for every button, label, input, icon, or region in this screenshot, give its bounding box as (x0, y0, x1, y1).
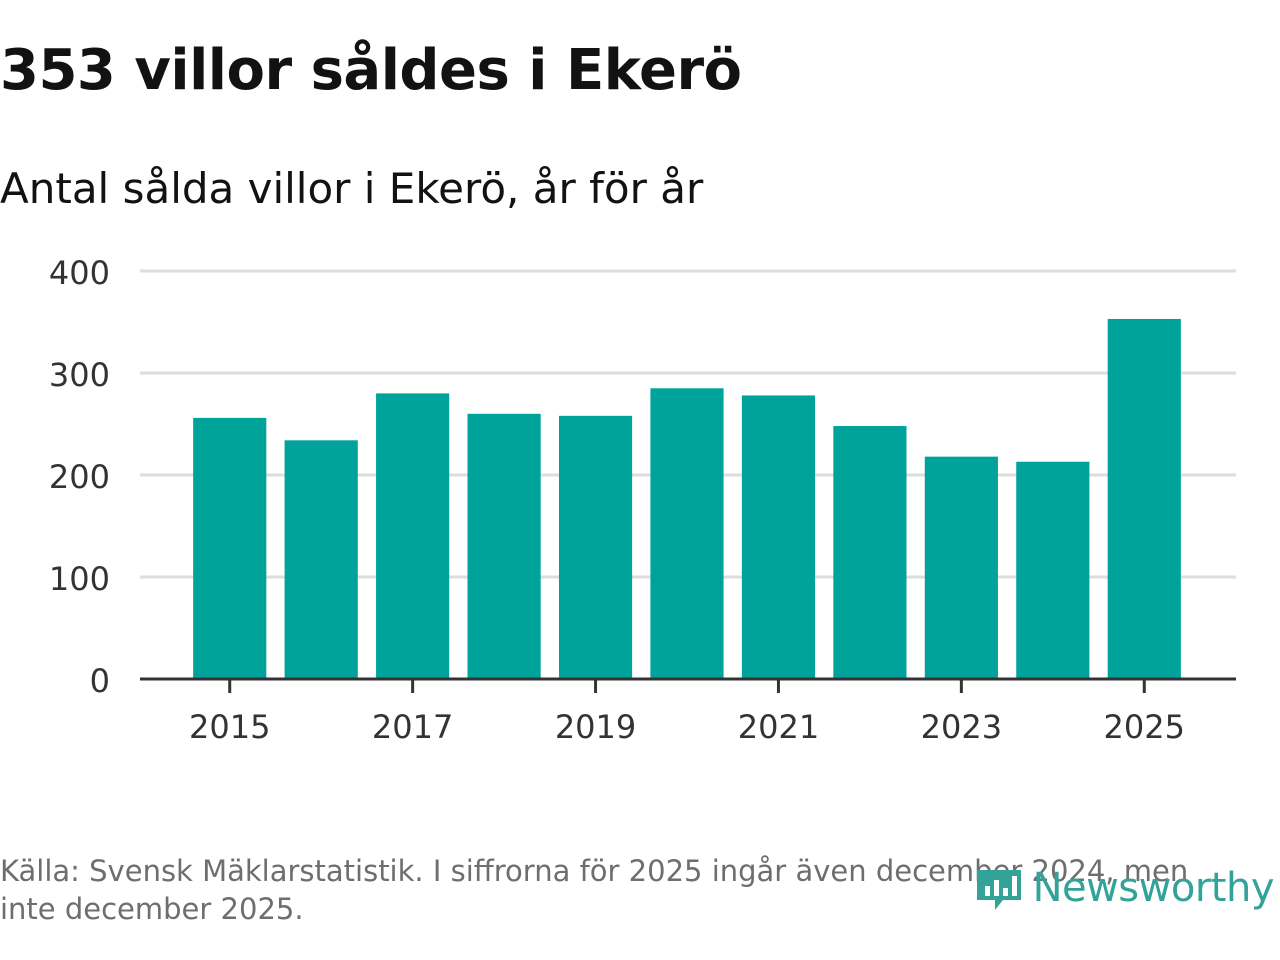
bar-2016 (284, 440, 358, 679)
y-tick-label-0: 0 (90, 662, 110, 700)
bar-2023 (924, 456, 998, 679)
y-tick-label-400: 400 (49, 254, 110, 292)
newsworthy-logo: Newsworthy (973, 862, 1275, 914)
x-tick-label-2021: 2021 (738, 708, 819, 746)
logo-text: Newsworthy (1032, 865, 1275, 911)
x-tick-label-2015: 2015 (189, 708, 270, 746)
bar-2024 (1016, 461, 1090, 679)
bars (193, 318, 1181, 679)
bar-2021 (741, 395, 816, 679)
x-tick-label-2019: 2019 (555, 708, 636, 746)
bar-2019 (558, 415, 633, 679)
bar-chart: 0 100 200 300 400 2015 2017 2019 2021 2023 2025 (49, 254, 1236, 746)
chart-title: 353 villor såldes i Ekerö (0, 38, 742, 103)
bar-2025 (1107, 318, 1181, 679)
y-tick-label-200: 200 (49, 458, 110, 496)
x-tick-label-2023: 2023 (921, 708, 1002, 746)
x-axis (140, 677, 1236, 693)
bar-2018 (467, 413, 541, 679)
y-tick-label-300: 300 (49, 356, 110, 394)
y-axis-labels: 0 100 200 300 400 (49, 254, 110, 700)
x-axis-labels: 2015 2017 2019 2021 2023 2025 (189, 708, 1185, 746)
chart-subtitle: Antal sålda villor i Ekerö, år för år (0, 164, 704, 213)
bar-2020 (650, 388, 724, 679)
newsworthy-logo-icon (976, 870, 1021, 910)
y-tick-label-100: 100 (49, 560, 110, 598)
bar-2015 (193, 417, 267, 679)
bar-2022 (833, 426, 907, 679)
bar-2017 (376, 393, 450, 679)
x-tick-label-2017: 2017 (372, 708, 453, 746)
x-tick-label-2025: 2025 (1104, 708, 1185, 746)
